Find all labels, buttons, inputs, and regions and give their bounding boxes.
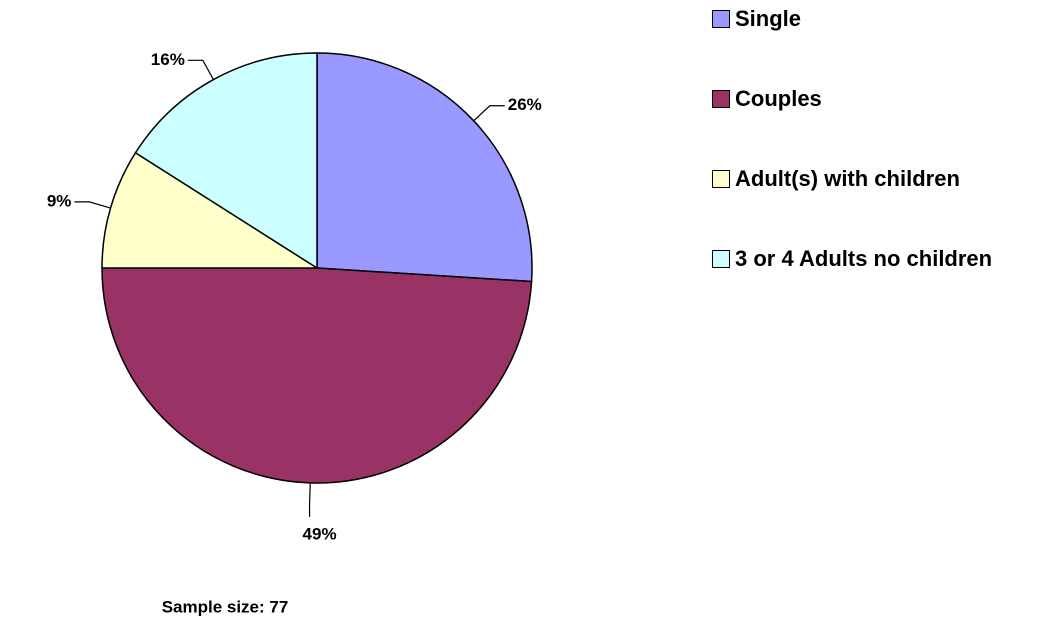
data-label: 26% <box>508 95 542 114</box>
legend-item: Couples <box>712 85 1037 165</box>
data-label: 16% <box>151 50 185 69</box>
data-label: 49% <box>303 524 337 543</box>
legend-swatch <box>712 250 730 268</box>
legend-label: 3 or 4 Adults no children <box>735 246 993 271</box>
legend-label: Single <box>735 6 802 31</box>
pie-slice <box>316 52 533 283</box>
leader-line <box>308 482 311 517</box>
legend-swatch <box>712 90 730 108</box>
leader-line <box>187 59 214 80</box>
data-label: 9% <box>47 191 72 210</box>
legend-item: Single <box>712 5 1037 85</box>
legend-label: Couples <box>735 86 822 111</box>
legend-swatch <box>712 170 730 188</box>
leader-line <box>74 201 111 209</box>
note: Sample size: 77 <box>162 597 289 616</box>
legend-swatch <box>712 10 730 28</box>
legend-item: Adult(s) with children <box>712 165 1037 245</box>
pie-slice <box>101 267 533 484</box>
legend-label: Adult(s) with children <box>735 166 960 191</box>
leader-line <box>473 105 505 122</box>
legend: Single Couples Adult(s) with children 3 or … <box>712 5 1037 325</box>
legend-item: 3 or 4 Adults no children <box>712 245 1037 325</box>
